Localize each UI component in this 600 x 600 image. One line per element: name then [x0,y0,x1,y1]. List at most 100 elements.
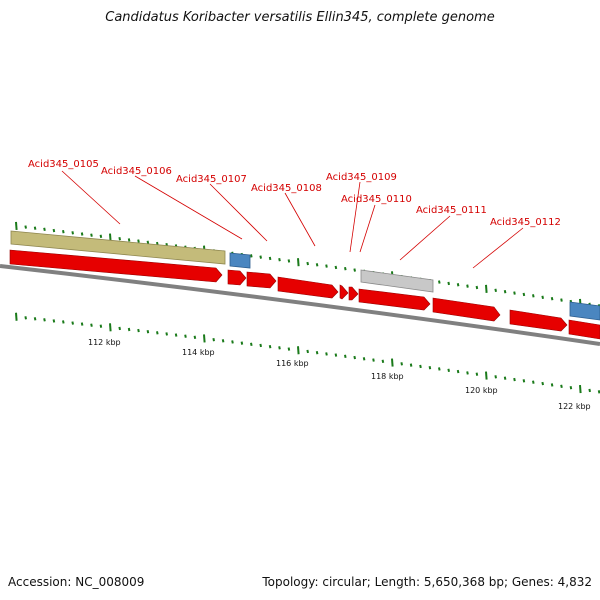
minor-tick [80,232,84,236]
minor-tick [99,234,103,239]
feature-blue [229,252,251,269]
minor-tick [24,225,27,229]
gene-label[interactable]: Acid345_0109 [326,172,397,183]
minor-tick [494,288,497,292]
minor-tick [212,337,215,342]
gene-label[interactable]: Acid345_0112 [490,217,561,228]
minor-tick [193,335,197,340]
minor-tick [146,240,150,245]
minor-tick [456,369,460,374]
gene-arrow[interactable] [227,269,247,286]
minor-tick [33,317,37,321]
gene-arrow[interactable] [509,309,568,332]
minor-tick [409,363,413,367]
minor-tick [503,289,507,294]
minor-tick [381,359,385,364]
minor-tick [43,318,46,322]
gene-arrow[interactable] [348,286,359,301]
minor-tick [513,291,516,295]
gene-arrow[interactable] [432,297,501,322]
minor-tick [550,296,554,301]
minor-tick [560,298,563,302]
minor-tick [90,233,93,237]
gene-arrow[interactable] [568,319,600,340]
minor-tick [372,358,375,362]
scale-label: 120 kbp [465,386,498,395]
leader-line [399,215,451,261]
gene-arrow[interactable] [277,276,339,299]
minor-tick [334,353,338,357]
minor-tick [250,342,253,346]
minor-tick [278,346,281,350]
feature-gray [360,269,434,293]
major-tick [297,258,300,267]
major-tick [391,358,394,367]
gene-label[interactable]: Acid345_0106 [101,166,172,177]
gene-label[interactable]: Acid345_0107 [176,174,247,185]
accession-text: Accession: NC_008009 [8,575,145,589]
tick-row-lower [15,312,600,394]
minor-tick [174,333,178,337]
leader-line [61,170,121,225]
gene-arrow[interactable] [246,271,277,289]
feature-olive [10,230,226,265]
leader-line [134,175,243,240]
minor-tick [438,367,441,371]
minor-tick [268,256,272,261]
minor-tick [118,237,121,241]
minor-tick [494,375,497,379]
minor-tick [419,364,422,369]
minor-tick [127,327,131,332]
minor-tick [99,324,103,328]
gene-label[interactable]: Acid345_0108 [251,183,322,194]
minor-tick [522,292,526,297]
minor-tick [428,365,432,370]
minor-tick [456,283,460,287]
minor-tick [250,254,253,258]
minor-tick [475,285,479,290]
minor-tick [588,388,591,393]
leader-line [359,204,376,253]
minor-tick [597,390,600,394]
gene-arrow[interactable] [339,284,349,300]
minor-tick [362,357,366,361]
minor-tick [71,231,74,235]
minor-tick [306,261,309,266]
minor-tick [541,295,544,299]
gene-arrow[interactable] [358,288,431,311]
minor-tick [80,322,84,326]
major-tick [297,346,300,355]
minor-tick [344,267,347,271]
scale-label: 116 kbp [276,359,309,368]
gene-label[interactable]: Acid345_0110 [341,194,412,205]
minor-tick [513,377,516,382]
leader-line [284,192,316,247]
major-tick [15,221,18,231]
minor-tick [466,284,469,288]
minor-tick [184,334,187,338]
minor-tick [52,319,56,323]
minor-tick [127,238,131,242]
minor-tick [33,226,37,230]
major-tick [485,284,488,293]
scale-label: 114 kbp [182,348,215,357]
minor-tick [569,385,573,390]
leader-line [349,181,361,253]
minor-tick [344,354,347,359]
leader-line [472,227,524,269]
minor-tick [118,326,121,331]
label-leaders [61,170,524,269]
minor-tick [221,339,225,343]
feature-blue [569,301,600,321]
gene-arrow[interactable] [9,249,223,283]
minor-tick [24,316,27,320]
gene-label[interactable]: Acid345_0111 [416,205,487,216]
gene-label[interactable]: Acid345_0105 [28,159,99,170]
minor-tick [62,320,65,324]
minor-tick [325,264,328,268]
minor-tick [503,376,507,380]
minor-tick [466,371,469,375]
minor-tick [400,362,403,366]
minor-tick [71,321,74,325]
minor-tick [541,381,544,386]
